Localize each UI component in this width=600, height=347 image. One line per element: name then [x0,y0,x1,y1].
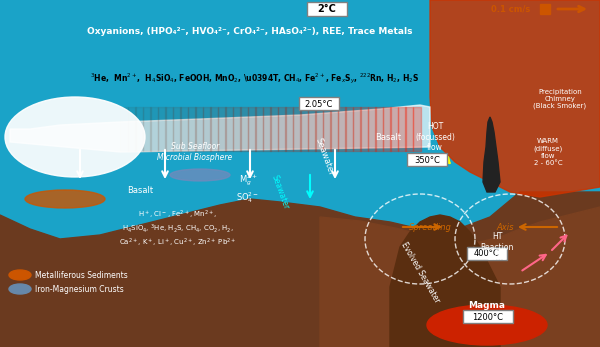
Polygon shape [120,107,128,151]
Polygon shape [293,107,301,151]
Polygon shape [367,107,376,151]
Text: H$^+$, Cl$^-$, Fe$^{2+}$, Mn$^{2+}$,
H$_4$SiO$_4$, $^3$He, H$_2$S, CH$_4$, CO$_2: H$^+$, Cl$^-$, Fe$^{2+}$, Mn$^{2+}$, H$_… [119,209,237,249]
Polygon shape [413,107,421,151]
Polygon shape [345,107,353,151]
Polygon shape [300,107,308,151]
Text: Seawater: Seawater [269,174,290,211]
Ellipse shape [170,169,230,181]
Polygon shape [135,107,143,151]
Polygon shape [315,107,323,151]
Text: Oxyanions, (HPO₄²⁻, HVO₄²⁻, CrO₄²⁻, HAsO₄²⁻), REE, Trace Metals: Oxyanions, (HPO₄²⁻, HVO₄²⁻, CrO₄²⁻, HAsO… [87,26,413,35]
Polygon shape [323,107,331,151]
Text: 350°C: 350°C [414,155,440,164]
Polygon shape [255,107,263,151]
Polygon shape [180,107,188,151]
Polygon shape [330,107,338,151]
Polygon shape [143,107,151,151]
Polygon shape [218,107,226,151]
Polygon shape [353,107,361,151]
Polygon shape [308,107,316,151]
Text: 2.05°C: 2.05°C [305,100,333,109]
Text: Precipitation
Chimney
(Black Smoker): Precipitation Chimney (Black Smoker) [533,89,587,109]
Polygon shape [405,107,413,151]
Bar [0,0,600,187]
Polygon shape [285,107,293,151]
Polygon shape [277,107,286,151]
Text: Seawater: Seawater [314,137,336,177]
Polygon shape [157,107,166,151]
Polygon shape [0,192,600,347]
Ellipse shape [5,97,145,177]
Polygon shape [165,107,173,151]
FancyBboxPatch shape [467,247,507,260]
Polygon shape [203,107,211,151]
FancyBboxPatch shape [299,97,339,110]
Polygon shape [150,107,158,151]
Polygon shape [430,0,600,197]
Text: HT
Reaction
Zone: HT Reaction Zone [481,232,514,262]
Polygon shape [270,107,278,151]
Polygon shape [210,107,218,151]
Ellipse shape [9,270,31,280]
Polygon shape [240,107,248,151]
Text: HOT
(focussed)
flow: HOT (focussed) flow [415,122,455,152]
Text: Basalt: Basalt [127,186,153,195]
Text: Metalliferous Sediments: Metalliferous Sediments [35,271,128,279]
Text: WARM
(diffuse)
flow
2 - 60°C: WARM (diffuse) flow 2 - 60°C [533,138,563,166]
Polygon shape [195,107,203,151]
Polygon shape [187,107,196,151]
Ellipse shape [9,284,31,294]
Polygon shape [173,107,181,151]
Polygon shape [128,107,136,151]
Text: 1200°C: 1200°C [473,313,503,322]
Polygon shape [10,105,430,152]
Text: Axis: Axis [496,222,514,231]
Text: Spreading: Spreading [409,222,451,231]
Ellipse shape [427,305,547,345]
Text: Iron-Magnesium Crusts: Iron-Magnesium Crusts [35,285,124,294]
Bar [540,4,550,14]
Text: 400°C: 400°C [474,249,500,259]
Text: M$_g^{2+}$
SO$_4^{2-}$: M$_g^{2+}$ SO$_4^{2-}$ [236,173,260,205]
Polygon shape [390,107,398,151]
Polygon shape [337,107,346,151]
Polygon shape [483,117,500,192]
Polygon shape [398,107,406,151]
FancyBboxPatch shape [463,310,513,323]
Text: Evolved Seawater: Evolved Seawater [399,240,441,304]
Polygon shape [233,107,241,151]
Polygon shape [248,107,256,151]
Ellipse shape [25,190,105,208]
Text: 0.1 cm/s: 0.1 cm/s [491,5,530,14]
Polygon shape [390,215,500,347]
Polygon shape [263,107,271,151]
Text: Sub Seafloor
Microbial Biosphere: Sub Seafloor Microbial Biosphere [157,142,233,162]
Polygon shape [375,107,383,151]
Text: Magma: Magma [469,301,505,310]
FancyBboxPatch shape [407,153,447,166]
Polygon shape [320,207,600,347]
Polygon shape [360,107,368,151]
Text: 2°C: 2°C [317,4,337,14]
Polygon shape [383,107,391,151]
Text: Basalt: Basalt [375,133,401,142]
FancyBboxPatch shape [307,2,347,16]
Polygon shape [225,107,233,151]
Text: $^3$He,  Mn$^{2+}$,  H$_4$SiO$_4$, FeOOH, MnO$_2$, \u0394T, CH$_4$, Fe$^{2+}$, F: $^3$He, Mn$^{2+}$, H$_4$SiO$_4$, FeOOH, … [91,72,419,86]
